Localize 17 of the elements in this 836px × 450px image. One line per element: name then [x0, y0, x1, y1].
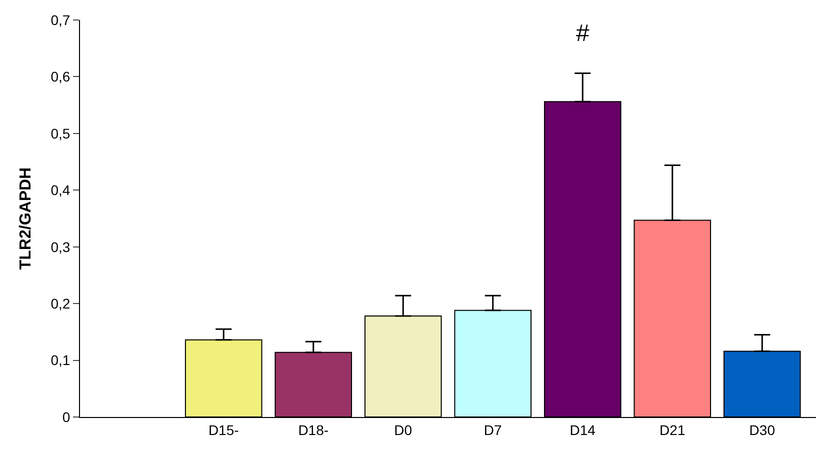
y-tick-label: 0,2	[50, 295, 70, 312]
x-tick-label: D14	[570, 422, 596, 438]
y-tick-label: 0,6	[50, 68, 70, 85]
y-tick-label: 0,7	[50, 12, 70, 28]
x-tick-label: D21	[660, 422, 686, 438]
y-tick-label: 0,3	[50, 238, 70, 255]
y-axis-title: TLR2/GAPDH	[18, 167, 35, 270]
x-tick-label: D18-	[298, 422, 329, 438]
y-tick-label: 0,4	[50, 182, 70, 198]
y-tick-label: 0,5	[50, 125, 70, 142]
x-tick-label: D0	[394, 422, 412, 438]
y-tick-label: 0,1	[50, 352, 70, 368]
x-tick-label: D15-	[208, 422, 240, 438]
annotation: #	[576, 20, 590, 47]
x-tick-label: D7	[484, 422, 502, 438]
y-tick-label: 0	[62, 408, 70, 425]
x-tick-label: D30	[749, 422, 776, 438]
